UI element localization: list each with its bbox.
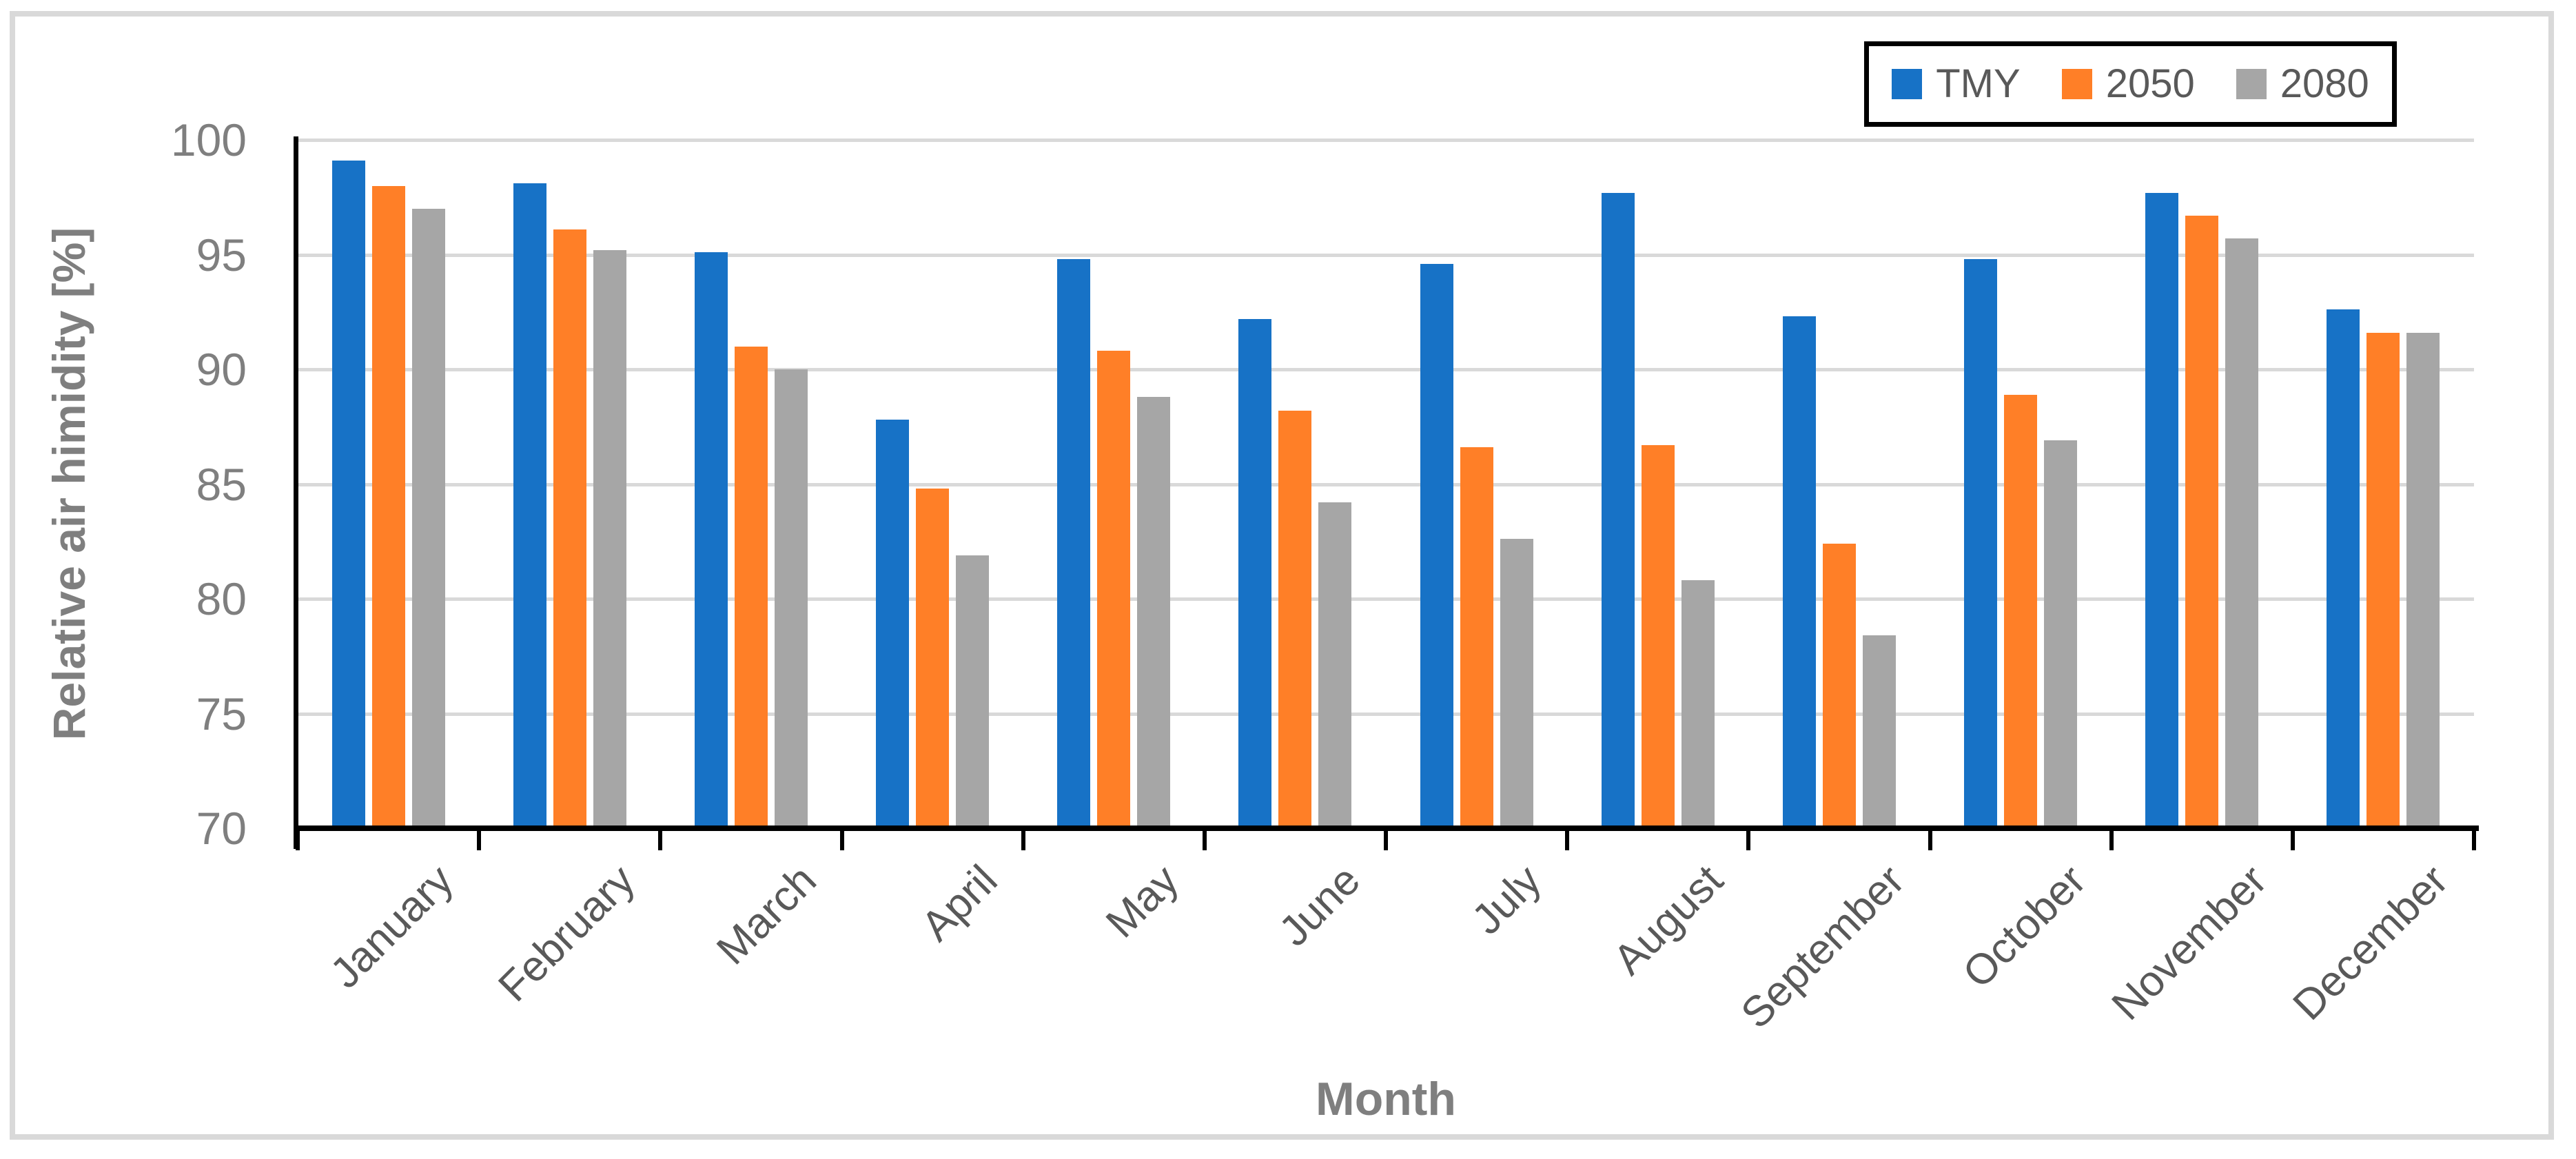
legend: TMY 2050 2080 xyxy=(1864,41,2397,127)
x-axis-tick xyxy=(1565,831,1570,850)
bar-february-2050 xyxy=(553,229,586,828)
bar-january-2050 xyxy=(371,185,405,828)
x-axis-tick xyxy=(1928,831,1932,850)
bar-august-2080 xyxy=(1681,580,1715,828)
y-tick-label-90: 90 xyxy=(196,344,247,395)
bar-september-2050 xyxy=(1822,544,1856,828)
gridline-85 xyxy=(298,482,2474,486)
bar-october-tmy xyxy=(1964,259,1998,828)
bar-january-tmy xyxy=(331,160,365,828)
bar-december-2050 xyxy=(2367,332,2400,828)
x-axis-tick xyxy=(1021,831,1025,850)
x-axis-tick xyxy=(477,831,482,850)
bar-march-tmy xyxy=(694,252,728,828)
figure-border xyxy=(10,11,2554,1140)
x-axis-line xyxy=(294,825,2479,831)
bar-january-2080 xyxy=(411,208,445,828)
y-tick-label-75: 75 xyxy=(196,688,247,739)
gridline-95 xyxy=(298,253,2474,257)
y-axis-line xyxy=(294,136,298,849)
bar-september-2080 xyxy=(1862,635,1896,828)
y-tick-label-70: 70 xyxy=(196,803,247,854)
bar-october-2080 xyxy=(2044,440,2078,828)
bar-september-tmy xyxy=(1782,316,1816,828)
x-axis-tick xyxy=(1384,831,1388,850)
bar-march-2050 xyxy=(734,346,768,828)
bar-february-tmy xyxy=(513,183,546,828)
bar-april-2080 xyxy=(956,555,990,828)
bar-april-2050 xyxy=(916,489,950,828)
x-axis-tick xyxy=(1202,831,1207,850)
y-tick-label-95: 95 xyxy=(196,229,247,280)
legend-item-2050: 2050 xyxy=(2061,61,2195,106)
bar-june-2050 xyxy=(1278,410,1312,828)
bar-october-2050 xyxy=(2004,394,2038,828)
legend-swatch-2050 xyxy=(2061,69,2092,99)
x-axis-tick xyxy=(658,831,663,850)
gridline-75 xyxy=(298,712,2474,716)
bar-december-2080 xyxy=(2406,332,2440,828)
x-axis-tick xyxy=(2109,831,2114,850)
x-axis-title: Month xyxy=(1316,1073,1456,1125)
y-tick-label-100: 100 xyxy=(170,114,247,165)
legend-label-tmy: TMY xyxy=(1936,61,2021,106)
gridline-100 xyxy=(298,139,2474,142)
bar-june-tmy xyxy=(1238,318,1272,828)
legend-label-2080: 2080 xyxy=(2280,61,2369,106)
bar-march-2080 xyxy=(774,369,808,828)
bar-december-tmy xyxy=(2327,309,2360,828)
x-axis-tick xyxy=(2472,831,2476,850)
bar-april-tmy xyxy=(876,420,910,828)
x-axis-tick xyxy=(2290,831,2295,850)
bar-august-2050 xyxy=(1641,444,1675,828)
y-tick-label-80: 80 xyxy=(196,573,247,624)
bar-august-tmy xyxy=(1601,192,1635,828)
bar-may-2080 xyxy=(1137,396,1171,828)
bar-may-2050 xyxy=(1097,351,1131,828)
y-tick-label-85: 85 xyxy=(196,458,247,510)
bar-november-2050 xyxy=(2185,215,2219,828)
gridline-80 xyxy=(298,597,2474,601)
bar-july-tmy xyxy=(1420,263,1453,828)
legend-swatch-tmy xyxy=(1892,69,1923,99)
bar-november-2080 xyxy=(2225,238,2259,828)
legend-item-2080: 2080 xyxy=(2236,64,2369,104)
x-axis-tick xyxy=(1746,831,1751,850)
bar-may-tmy xyxy=(1057,259,1091,828)
bar-june-2080 xyxy=(1318,502,1352,828)
gridline-90 xyxy=(298,368,2474,371)
bar-november-tmy xyxy=(2145,192,2179,828)
legend-item-tmy: TMY xyxy=(1892,61,2021,106)
bar-july-2050 xyxy=(1460,447,1493,828)
legend-label-2050: 2050 xyxy=(2105,61,2195,106)
x-axis-tick xyxy=(296,831,300,850)
legend-swatch-2080 xyxy=(2236,69,2267,99)
x-axis-tick xyxy=(839,831,844,850)
bar-february-2080 xyxy=(593,249,626,828)
bar-july-2080 xyxy=(1500,539,1533,828)
y-axis-title: Relative air himidity [%] xyxy=(43,227,94,741)
